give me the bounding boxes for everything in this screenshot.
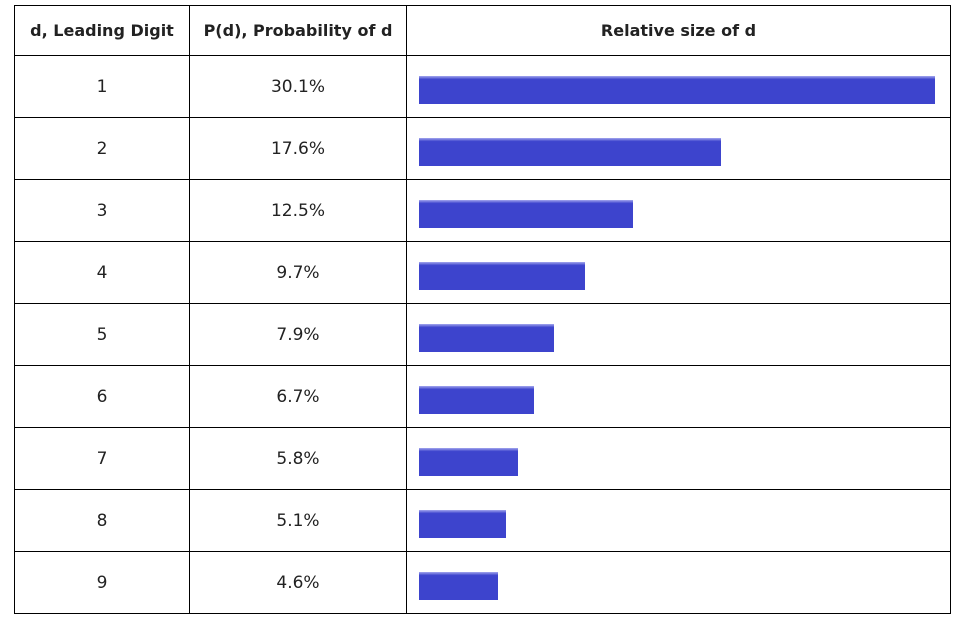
relative-size-cell <box>406 489 951 552</box>
table-row: 1 30.1% <box>14 55 951 118</box>
digit-cell: 8 <box>14 489 190 552</box>
digit-cell: 2 <box>14 117 190 180</box>
probability-cell: 7.9% <box>189 303 407 366</box>
relative-size-cell <box>406 551 951 614</box>
bar-digit-2 <box>419 137 721 166</box>
table-row: 7 5.8% <box>14 427 951 490</box>
bar-digit-5 <box>419 323 554 352</box>
digit-cell: 9 <box>14 551 190 614</box>
probability-cell: 5.8% <box>189 427 407 490</box>
relative-size-cell <box>406 303 951 366</box>
relative-size-cell <box>406 55 951 118</box>
bar-digit-9 <box>419 571 498 600</box>
relative-size-cell <box>406 365 951 428</box>
bar-digit-6 <box>419 385 534 414</box>
header-leading-digit: d, Leading Digit <box>14 5 190 56</box>
table-body: 1 30.1% 2 17.6% 3 12.5% 4 9.7% 5 7.9% 6 6.7% 7 5.8% 8 5… <box>14 55 951 614</box>
table-row: 2 17.6% <box>14 117 951 180</box>
probability-cell: 5.1% <box>189 489 407 552</box>
probability-cell: 6.7% <box>189 365 407 428</box>
digit-cell: 4 <box>14 241 190 304</box>
table-row: 3 12.5% <box>14 179 951 242</box>
probability-cell: 17.6% <box>189 117 407 180</box>
relative-size-cell <box>406 427 951 490</box>
probability-cell: 9.7% <box>189 241 407 304</box>
header-probability: P(d), Probability of d <box>189 5 407 56</box>
digit-cell: 7 <box>14 427 190 490</box>
table-row: 6 6.7% <box>14 365 951 428</box>
probability-cell: 12.5% <box>189 179 407 242</box>
header-row: d, Leading Digit P(d), Probability of d … <box>14 5 951 56</box>
relative-size-cell <box>406 241 951 304</box>
relative-size-cell <box>406 179 951 242</box>
bar-digit-3 <box>419 199 633 228</box>
benford-table: d, Leading Digit P(d), Probability of d … <box>14 5 951 614</box>
table-row: 5 7.9% <box>14 303 951 366</box>
digit-cell: 6 <box>14 365 190 428</box>
table-row: 8 5.1% <box>14 489 951 552</box>
digit-cell: 5 <box>14 303 190 366</box>
bar-digit-1 <box>419 75 935 104</box>
bar-digit-8 <box>419 509 506 538</box>
table-row: 9 4.6% <box>14 551 951 614</box>
probability-cell: 4.6% <box>189 551 407 614</box>
digit-cell: 1 <box>14 55 190 118</box>
digit-cell: 3 <box>14 179 190 242</box>
probability-cell: 30.1% <box>189 55 407 118</box>
relative-size-cell <box>406 117 951 180</box>
header-relative-size: Relative size of d <box>406 5 951 56</box>
table-row: 4 9.7% <box>14 241 951 304</box>
bar-digit-7 <box>419 447 518 476</box>
bar-digit-4 <box>419 261 585 290</box>
